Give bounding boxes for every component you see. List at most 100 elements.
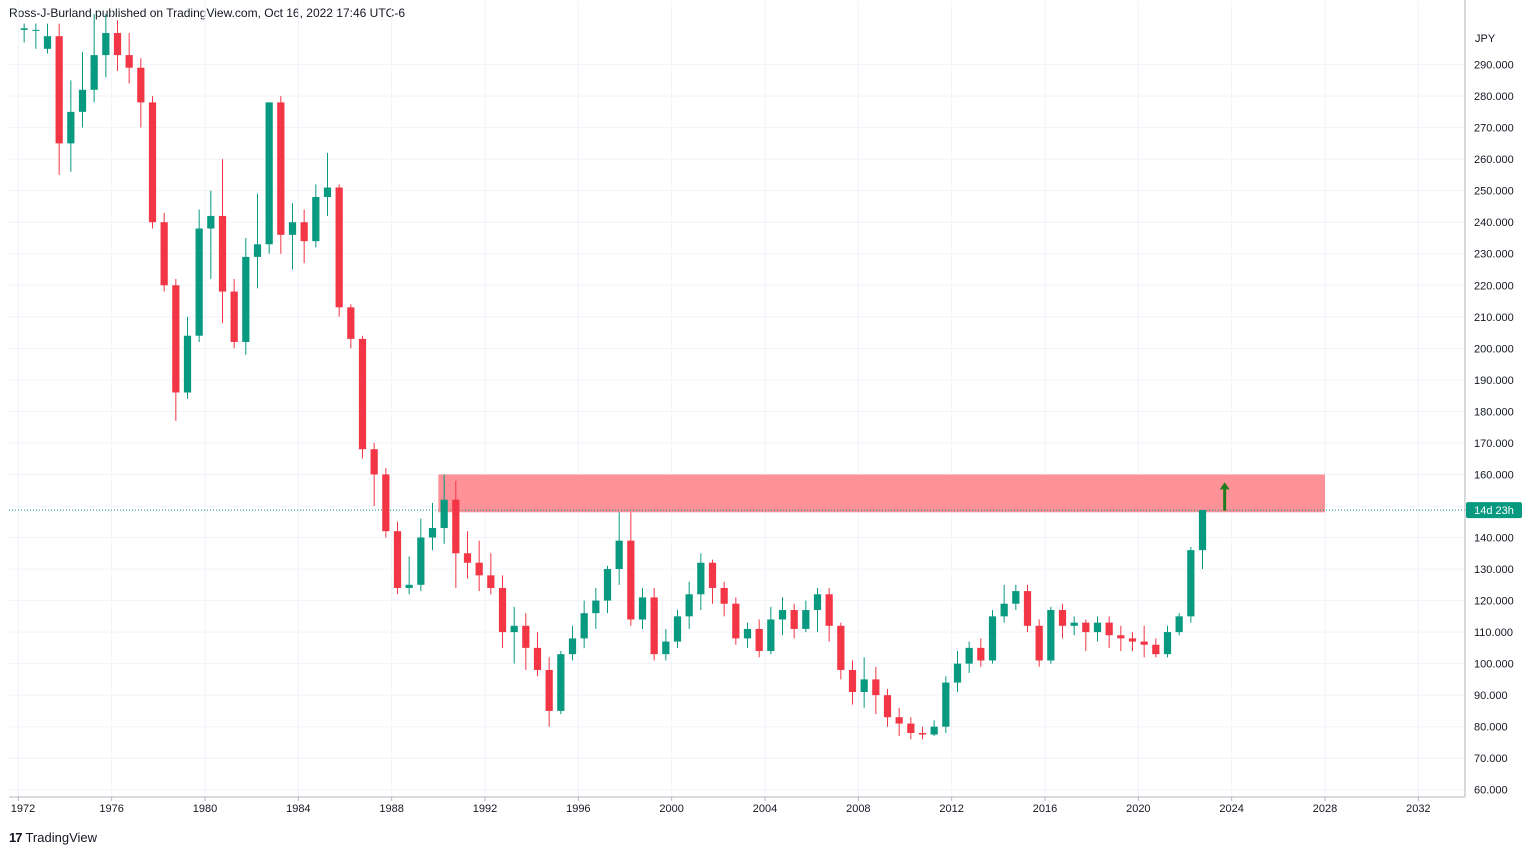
- candle-body-13: [172, 285, 180, 393]
- candle-body-87: [1035, 625, 1043, 661]
- y-tick-label-2: 80.000: [1474, 722, 1508, 734]
- x-axis[interactable]: 1972 1976 1980 1984 1988 1992 1996 2000 2004 2008…: [11, 797, 1431, 815]
- candle-body-30: [370, 449, 378, 475]
- y-tick-label-16: 220.000: [1474, 280, 1514, 292]
- candle-body-56: [673, 616, 682, 642]
- y-tick-label-7: 130.000: [1474, 564, 1514, 576]
- candle-body-34: [417, 537, 425, 585]
- candle-body-31: [382, 474, 390, 532]
- candle-body-5: [78, 89, 87, 112]
- x-tick-label-9: 2008: [846, 803, 870, 815]
- candle-body-90: [1070, 622, 1078, 626]
- up-arrow-icon[interactable]: [1219, 482, 1230, 511]
- x-tick-label-2: 1980: [193, 803, 217, 815]
- resistance-zone[interactable]: [438, 474, 1325, 513]
- x-tick-label-15: 2032: [1406, 803, 1430, 815]
- candle-body-19: [242, 256, 250, 343]
- candle-body-86: [1023, 591, 1032, 626]
- price-tag-text: 14d 23h: [1474, 505, 1514, 517]
- x-tick-label-1: 1976: [99, 803, 123, 815]
- candle-body-54: [650, 597, 658, 655]
- candle-body-0: [20, 28, 28, 30]
- candle-body-68: [813, 594, 822, 611]
- candle-body-14: [183, 335, 192, 393]
- candle-body-41: [498, 587, 507, 633]
- candle-body-48: [580, 613, 588, 639]
- y-tick-label-14: 200.000: [1474, 343, 1514, 355]
- candle-body-16: [207, 215, 215, 229]
- candle-body-94: [1117, 635, 1125, 639]
- candle-body-47: [568, 638, 577, 655]
- x-tick-label-11: 2016: [1033, 803, 1057, 815]
- candle-body-8: [113, 33, 122, 56]
- x-tick-label-14: 2028: [1313, 803, 1337, 815]
- candle-body-55: [662, 641, 670, 655]
- candle-body-9: [125, 55, 133, 68]
- x-tick-label-4: 1988: [379, 803, 403, 815]
- y-tick-label-0: 60.000: [1474, 785, 1508, 797]
- candle-body-43: [522, 625, 530, 648]
- candle-body-32: [393, 531, 402, 588]
- y-tick-label-4: 100.000: [1474, 659, 1514, 671]
- brand-name[interactable]: TradingView: [25, 830, 98, 845]
- candle-body-10: [137, 67, 145, 103]
- candle-body-3: [55, 36, 63, 144]
- candle-body-28: [347, 307, 355, 339]
- candle-body-6: [90, 55, 98, 90]
- y-tick-label-1: 70.000: [1474, 753, 1508, 765]
- y-tick-label-6: 120.000: [1474, 596, 1514, 608]
- candle-body-38: [463, 553, 472, 563]
- candle-body-96: [1140, 641, 1148, 645]
- candle-body-24: [300, 222, 308, 242]
- footer: 17 TradingView: [9, 830, 97, 845]
- y-tick-label-3: 90.000: [1474, 690, 1508, 702]
- candle-body-95: [1128, 638, 1137, 642]
- y-tick-label-5: 110.000: [1474, 627, 1513, 639]
- candle-body-61: [732, 603, 740, 639]
- candle-body-97: [1152, 644, 1160, 655]
- publisher-caption: Ross-J-Burland published on TradingView.…: [9, 6, 405, 20]
- y-tick-label-11: 170.000: [1474, 438, 1514, 450]
- candle-body-72: [860, 679, 868, 693]
- candle-body-46: [557, 654, 565, 711]
- y-axis[interactable]: 60.000 70.000 80.000 90.000 100.000 110.000 12…: [1474, 60, 1514, 797]
- candle-body-93: [1105, 622, 1113, 636]
- candle-body-77: [918, 732, 927, 735]
- candle-body-26: [323, 187, 332, 197]
- candle-body-66: [790, 610, 798, 629]
- candle-body-21: [265, 102, 273, 245]
- candle-body-76: [907, 723, 915, 733]
- price-tag-background: [1466, 502, 1522, 519]
- candle-body-67: [802, 610, 810, 629]
- x-tick-label-7: 2000: [659, 803, 683, 815]
- candle-body-33: [405, 584, 413, 588]
- x-tick-label-0: 1972: [11, 803, 35, 815]
- candle-body-18: [230, 291, 238, 343]
- candle-body-64: [767, 619, 775, 652]
- candle-body-79: [942, 682, 950, 727]
- candle-body-83: [988, 616, 997, 661]
- y-tick-label-12: 180.000: [1474, 406, 1514, 418]
- candle-body-44: [533, 647, 542, 670]
- price-tag: 14d 23h: [1466, 502, 1522, 519]
- candle-body-40: [487, 575, 495, 588]
- candle-body-53: [638, 597, 647, 620]
- candle-body-23: [288, 222, 297, 235]
- candle-body-71: [848, 669, 857, 693]
- candle-body-4: [67, 111, 75, 144]
- y-tick-label-8: 140.000: [1474, 533, 1514, 545]
- candle-body-39: [475, 562, 483, 576]
- candle-body-36: [440, 499, 448, 529]
- y-tick-label-19: 250.000: [1474, 186, 1514, 198]
- candle-body-89: [1058, 610, 1067, 626]
- tradingview-logo-icon[interactable]: 17: [9, 830, 23, 845]
- candle-body-80: [953, 663, 962, 683]
- candle-body-57: [685, 594, 693, 617]
- y-tick-label-20: 260.000: [1474, 154, 1514, 166]
- y-tick-label-18: 240.000: [1474, 217, 1514, 229]
- candle-body-62: [743, 628, 752, 639]
- x-tick-label-13: 2024: [1219, 803, 1243, 815]
- candle-body-69: [825, 594, 833, 626]
- candle-body-29: [358, 338, 367, 450]
